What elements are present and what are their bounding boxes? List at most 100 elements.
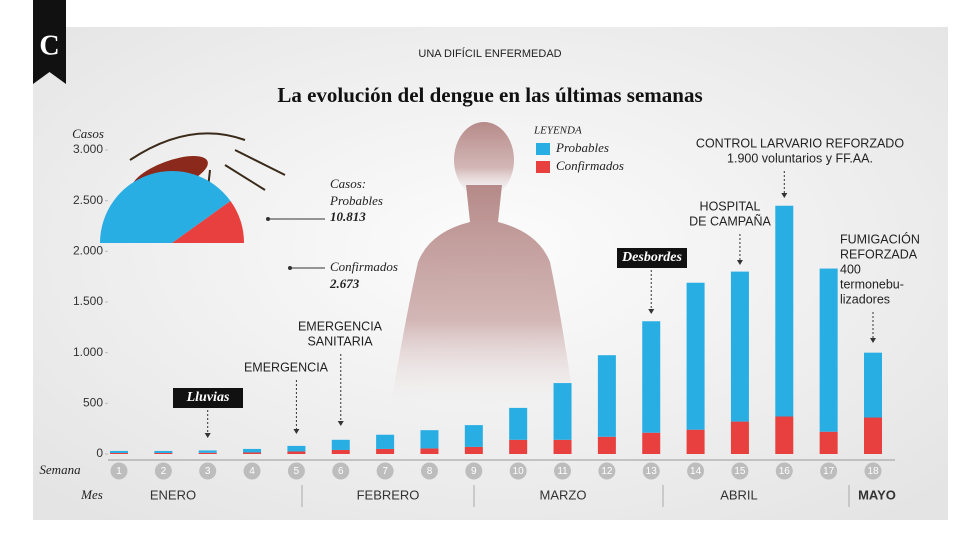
x-tick-label: 3 bbox=[205, 466, 211, 477]
week-badge bbox=[287, 462, 305, 480]
week-badge bbox=[420, 462, 438, 480]
bar-segment bbox=[819, 431, 838, 454]
bar-segment bbox=[198, 452, 217, 454]
leader-dot bbox=[288, 266, 292, 270]
bar-segment bbox=[376, 434, 395, 449]
kicker: UNA DIFÍCIL ENFERMEDAD bbox=[418, 47, 561, 60]
event-arrowhead bbox=[337, 421, 344, 426]
legend-title: LEYENDA bbox=[533, 125, 582, 137]
legend-swatch bbox=[536, 143, 550, 155]
event-label: Lluvias bbox=[186, 390, 230, 405]
x-tick-label: 16 bbox=[779, 466, 791, 477]
week-badge bbox=[687, 462, 705, 480]
bar-segment bbox=[464, 446, 483, 454]
bar-segment bbox=[331, 439, 350, 450]
event-label: SANITARIA bbox=[307, 334, 373, 348]
x-tick-label: 8 bbox=[427, 466, 433, 477]
month-label: MARZO bbox=[540, 487, 587, 502]
y-axis-title: Casos bbox=[72, 126, 104, 141]
bar-segment bbox=[686, 429, 705, 454]
bar-segment bbox=[154, 452, 173, 454]
x-tick-label: 17 bbox=[823, 466, 835, 477]
event-arrowhead bbox=[781, 193, 788, 198]
x-tick-label: 1 bbox=[116, 466, 122, 477]
y-tick-label: 2.000 bbox=[73, 244, 103, 258]
event-label: Desbordes bbox=[621, 250, 682, 265]
bar-segment bbox=[110, 450, 128, 453]
event-label: FUMIGACIÓN bbox=[840, 231, 920, 246]
x-tick-label: 9 bbox=[471, 466, 477, 477]
legend-swatch bbox=[536, 161, 550, 173]
x-tick-label: 5 bbox=[294, 466, 300, 477]
bar-segment bbox=[642, 432, 661, 454]
event-arrowhead bbox=[648, 309, 655, 314]
event-label: termonebu- bbox=[840, 277, 904, 291]
month-label: ENERO bbox=[150, 487, 196, 502]
legend-label: Confirmados bbox=[556, 158, 624, 173]
event-label: HOSPITAL bbox=[700, 199, 761, 213]
week-badge bbox=[731, 462, 749, 480]
x-tick-label: 11 bbox=[557, 466, 568, 477]
bar-segment bbox=[686, 282, 705, 430]
bar-segment bbox=[287, 445, 306, 452]
bar-segment bbox=[553, 383, 572, 440]
x-tick-label: 6 bbox=[338, 466, 344, 477]
x-tick-label: 7 bbox=[382, 466, 388, 477]
bar-segment bbox=[642, 321, 661, 433]
bar-segment bbox=[331, 449, 350, 454]
event-label: EMERGENCIA bbox=[244, 360, 329, 374]
bar-segment bbox=[597, 436, 616, 454]
week-row-label: Semana bbox=[39, 462, 81, 477]
month-row-label: Mes bbox=[80, 487, 103, 502]
week-badge bbox=[554, 462, 572, 480]
event-label: lizadores bbox=[840, 292, 890, 306]
bar-segment bbox=[464, 425, 483, 447]
bar-segment bbox=[597, 355, 616, 437]
annotation: Confirmados bbox=[330, 259, 398, 274]
event-box bbox=[617, 248, 687, 268]
x-tick-label: 13 bbox=[646, 466, 658, 477]
leader-dot bbox=[266, 217, 270, 221]
bar-segment bbox=[730, 421, 749, 454]
legend-label: Probables bbox=[555, 140, 609, 155]
bar-segment bbox=[509, 439, 528, 454]
x-tick-label: 2 bbox=[161, 466, 167, 477]
x-tick-label: 10 bbox=[513, 466, 525, 477]
bar-segment bbox=[864, 352, 882, 418]
x-tick-label: 12 bbox=[601, 466, 613, 477]
event-arrowhead bbox=[870, 338, 876, 343]
bar-segment bbox=[376, 448, 395, 454]
event-label: EMERGENCIA bbox=[298, 319, 383, 333]
pie-slice bbox=[172, 201, 244, 243]
week-badge bbox=[598, 462, 616, 480]
event-box bbox=[173, 388, 243, 408]
annotation: Probables bbox=[329, 193, 383, 208]
event-arrowhead bbox=[204, 433, 211, 438]
week-badge bbox=[332, 462, 350, 480]
x-tick-label: 14 bbox=[690, 466, 702, 477]
bar-segment bbox=[553, 439, 572, 454]
bar-segment bbox=[775, 416, 794, 454]
pie-slice bbox=[100, 171, 231, 243]
y-tick-label: 1.500 bbox=[73, 294, 103, 308]
logo: C bbox=[39, 30, 59, 61]
bar-segment bbox=[420, 430, 439, 449]
bar-segment bbox=[509, 407, 528, 440]
human-figure bbox=[390, 122, 575, 410]
bar-segment bbox=[420, 448, 439, 454]
bar-segment bbox=[198, 450, 217, 453]
y-tick-label: 0 bbox=[96, 446, 103, 460]
week-badge bbox=[154, 462, 172, 480]
event-label: CONTROL LARVARIO REFORZADO bbox=[696, 136, 904, 150]
chart-title: La evolución del dengue en las últimas s… bbox=[277, 83, 702, 107]
month-label: MAYO bbox=[858, 487, 896, 502]
month-label: ABRIL bbox=[720, 487, 758, 502]
bar-segment bbox=[287, 451, 306, 454]
y-tick-label: 3.000 bbox=[73, 142, 103, 156]
event-arrowhead bbox=[293, 429, 300, 434]
annotation: Casos: bbox=[330, 176, 366, 191]
week-badge bbox=[199, 462, 217, 480]
event-label: 400 bbox=[840, 262, 861, 276]
week-badge bbox=[243, 462, 261, 480]
